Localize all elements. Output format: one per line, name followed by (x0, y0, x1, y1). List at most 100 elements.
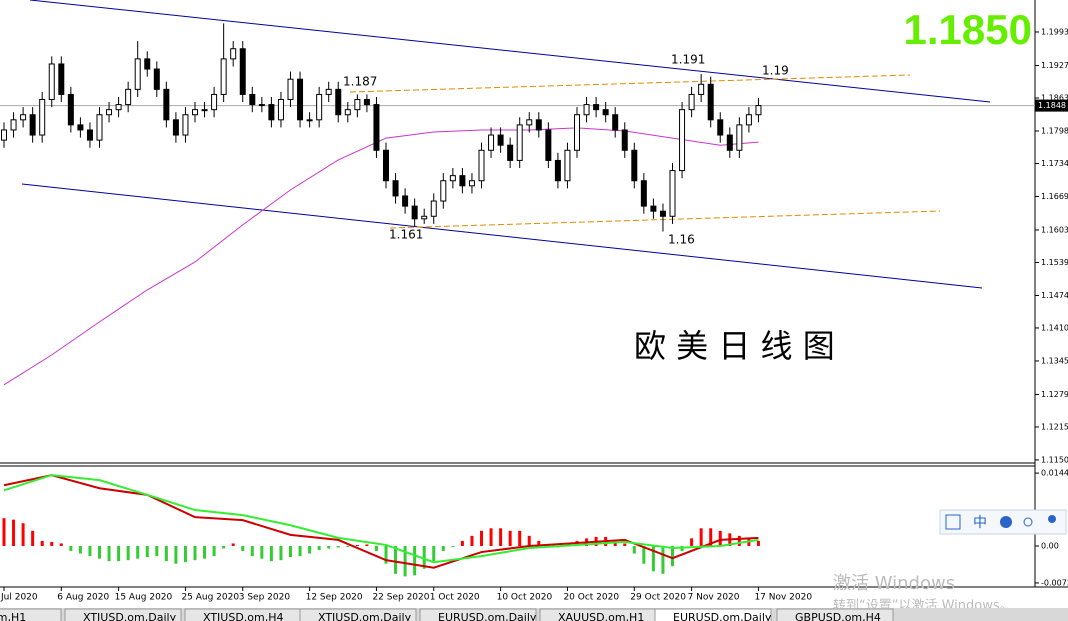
histogram-bar (365, 544, 369, 546)
annotation: 1.19 (762, 64, 789, 78)
tab[interactable] (776, 608, 894, 621)
histogram-bar (193, 545, 197, 561)
candle-body (192, 109, 198, 116)
x-tick-label: 15 Aug 2020 (115, 593, 173, 603)
tab[interactable] (64, 608, 182, 621)
candle-body (707, 83, 714, 121)
candle-body (459, 175, 466, 187)
tab-label[interactable]: XTIUSD.om,H4 (203, 611, 284, 621)
candle-body (640, 180, 647, 207)
x-tick-label: 10 Oct 2020 (497, 593, 553, 603)
tab[interactable] (419, 608, 537, 621)
tab-label[interactable]: XTIUSD.om,Daily (318, 611, 412, 621)
toolbar-icon[interactable] (1000, 516, 1012, 528)
candle-body (316, 93, 323, 121)
candle-body (1, 129, 7, 141)
histogram-bar (279, 545, 283, 561)
candle-body (67, 93, 74, 126)
moving-average (3, 127, 759, 386)
y-tick-label: 1.1734 (1041, 159, 1068, 168)
tab[interactable] (299, 608, 417, 621)
toolbar-language[interactable]: 中 (973, 515, 987, 531)
watermark: 激活 Windows (833, 573, 955, 594)
candle-body (488, 134, 495, 151)
histogram-bar (174, 545, 178, 564)
candle-body (698, 83, 705, 95)
candle-body (383, 149, 389, 182)
histogram-bar (241, 545, 245, 552)
histogram-bar (737, 535, 741, 546)
candle-body (736, 124, 743, 151)
histogram-bar (289, 545, 292, 558)
candle-body (669, 170, 676, 217)
candle-body (612, 114, 619, 131)
histogram-bar (12, 519, 16, 546)
candle-body (153, 68, 160, 90)
x-tick-label: 29 Oct 2020 (630, 593, 686, 603)
candle-body (335, 88, 342, 116)
y-tick-label: 1.1798 (1041, 126, 1068, 135)
histogram-bar (451, 545, 455, 547)
histogram-bar (499, 528, 503, 546)
candle-body (631, 149, 638, 182)
histogram-bar (718, 530, 722, 546)
annotation: 1.161 (389, 228, 423, 242)
macd-line (3, 474, 759, 564)
candle-body (545, 129, 552, 161)
toolbar-icon[interactable] (1048, 515, 1056, 523)
histogram-bar (59, 543, 63, 546)
toolbar-icon[interactable] (1023, 517, 1033, 527)
candle-body (230, 48, 237, 60)
x-tick-label: 3 Sep 2020 (239, 593, 291, 603)
candle-body (20, 114, 27, 121)
candle-body (106, 109, 113, 116)
candle-body (373, 104, 380, 151)
histogram-bar (107, 545, 111, 562)
histogram-bar (317, 545, 321, 551)
histogram-bar (756, 540, 760, 546)
tab-label[interactable]: EURUSD.om,Daily (673, 611, 772, 621)
x-tick-label: 22 Sep 2020 (372, 593, 429, 603)
tab-label[interactable]: XTIUSD.om,Daily (83, 611, 177, 621)
chart-title: 1.1850 (904, 6, 1032, 53)
candle-body (583, 104, 590, 116)
histogram-bar (537, 540, 541, 546)
tab[interactable] (654, 608, 772, 621)
histogram-bar (260, 545, 264, 559)
y-tick-label: 0.00 (1041, 541, 1059, 550)
candle-body (354, 99, 361, 111)
candle-body (726, 134, 733, 151)
histogram-bar (40, 540, 44, 546)
candle-body (239, 48, 246, 95)
candle-body (115, 104, 122, 111)
tab-label[interactable]: EURUSD.om,Daily (438, 611, 537, 621)
trend-line (21, 183, 983, 289)
candle-body (688, 93, 695, 111)
candle-body (430, 200, 437, 217)
y-tick-label: 1.1150 (1041, 455, 1068, 464)
candle-body (96, 114, 103, 141)
candle-body (440, 180, 447, 202)
y-tick-label: 1.1345 (1041, 356, 1068, 365)
last-price-label: 1.1848 (1038, 101, 1066, 110)
candle-body (755, 105, 762, 116)
y-tick-label: 1.1669 (1041, 192, 1068, 201)
histogram-bar (690, 538, 694, 546)
candle-body (497, 134, 504, 146)
candle-body (297, 78, 304, 121)
candle-body (306, 119, 313, 122)
histogram-bar (699, 528, 703, 546)
toolbar-icon[interactable] (945, 514, 961, 530)
histogram-bar (642, 545, 646, 564)
tab-label[interactable]: GBPUSD.om,H4 (795, 611, 881, 621)
histogram-bar (441, 545, 445, 552)
histogram-bar (480, 530, 483, 546)
candle-body (449, 175, 456, 182)
tab[interactable] (0, 608, 62, 621)
y-tick-label: 1.1603 (1041, 225, 1068, 234)
y-tick-label: 1.1279 (1041, 390, 1068, 399)
tab-label[interactable]: XAUUSD.om,H1 (558, 611, 644, 621)
histogram-bar (403, 545, 407, 577)
tab-label[interactable]: USD.om,H1 (0, 611, 26, 621)
